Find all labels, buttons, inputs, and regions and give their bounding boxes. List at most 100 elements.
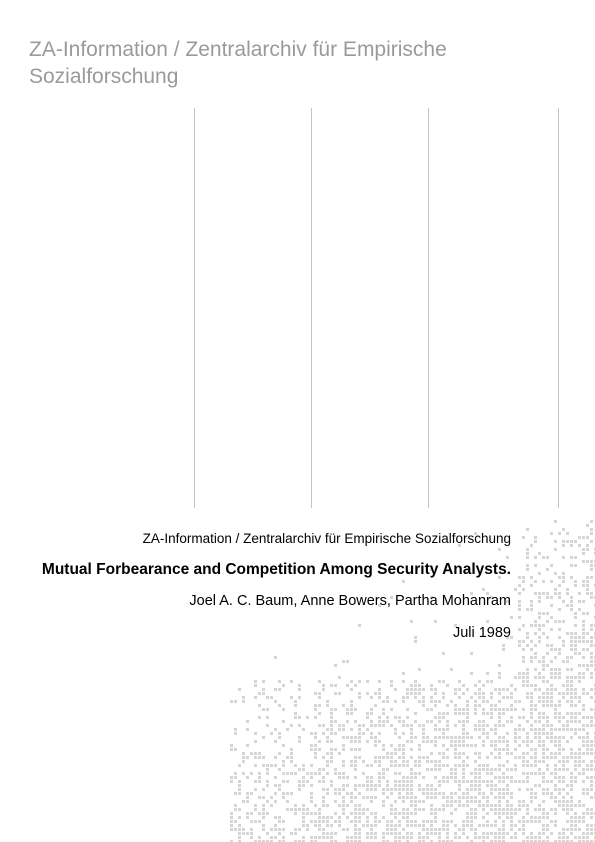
pattern-dot [266,784,269,787]
pattern-dot [570,820,573,823]
pattern-dot [522,536,525,539]
pattern-dot [462,740,465,743]
pattern-dot [462,720,465,723]
pattern-dot [574,688,577,691]
pattern-dot [418,800,421,803]
pattern-dot [554,764,557,767]
pattern-dot [590,540,593,543]
pattern-dot [458,804,461,807]
pattern-dot [358,732,361,735]
pattern-dot [558,592,561,595]
pattern-dot [526,636,529,639]
pattern-dot [590,828,593,831]
pattern-dot [478,788,481,791]
pattern-dot [494,740,497,743]
pattern-dot [326,832,329,835]
pattern-dot [586,724,589,727]
pattern-dot [462,828,465,831]
pattern-dot [378,692,381,695]
pattern-dot [542,808,545,811]
pattern-dot [366,764,369,767]
pattern-dot [242,800,245,803]
pattern-dot [582,632,585,635]
pattern-dot [254,740,257,743]
pattern-dot [542,692,545,695]
pattern-dot [574,644,577,647]
pattern-dot [494,832,497,835]
pattern-dot [334,768,337,771]
pattern-dot [554,548,557,551]
pattern-dot [334,684,337,687]
pattern-dot [262,736,265,739]
pattern-dot [386,832,389,835]
pattern-dot [526,804,529,807]
pattern-dot [510,720,513,723]
pattern-dot [342,724,345,727]
pattern-dot [546,664,549,667]
pattern-dot [434,700,437,703]
pattern-dot [394,700,397,703]
pattern-dot [246,776,249,779]
pattern-dot [538,820,541,823]
pattern-dot [270,764,273,767]
pattern-dot [294,812,297,815]
pattern-dot [382,816,385,819]
pattern-dot [546,824,549,827]
pattern-dot [446,736,449,739]
pattern-dot [522,824,525,827]
pattern-dot [434,716,437,719]
pattern-dot [450,800,453,803]
pattern-dot [310,820,313,823]
pattern-dot [466,792,469,795]
pattern-dot [534,632,537,635]
pattern-dot [370,780,373,783]
pattern-dot [538,628,541,631]
pattern-dot [426,740,429,743]
pattern-dot [482,836,485,839]
publication-date: Juli 1989 [452,625,511,641]
pattern-dot [430,820,433,823]
pattern-dot [426,760,429,763]
pattern-dot [522,752,525,755]
pattern-dot [442,828,445,831]
pattern-dot [494,732,497,735]
pattern-dot [286,756,289,759]
pattern-dot [410,820,413,823]
pattern-dot [398,720,401,723]
pattern-dot [250,832,253,835]
pattern-dot [498,792,501,795]
pattern-dot [526,744,529,747]
pattern-dot [574,580,577,583]
pattern-dot [534,592,537,595]
pattern-dot [458,788,461,791]
pattern-dot [522,820,525,823]
pattern-dot [258,772,261,775]
pattern-dot [346,828,349,831]
pattern-dot [546,748,549,751]
pattern-dot [450,820,453,823]
pattern-dot [534,580,537,583]
pattern-dot [382,720,385,723]
pattern-dot [366,776,369,779]
pattern-dot [370,764,373,767]
pattern-dot [358,792,361,795]
pattern-dot [326,816,329,819]
pattern-dot [442,712,445,715]
pattern-dot [346,816,349,819]
pattern-dot [562,540,565,543]
pattern-dot [574,828,577,831]
pattern-dot [398,744,401,747]
pattern-dot [314,708,317,711]
pattern-dot [586,792,589,795]
pattern-dot [514,588,517,591]
pattern-dot [338,824,341,827]
pattern-dot [530,728,533,731]
pattern-dot [518,800,521,803]
pattern-dot [258,704,261,707]
pattern-dot [302,808,305,811]
pattern-dot [274,792,277,795]
pattern-dot [478,704,481,707]
pattern-dot [462,752,465,755]
pattern-dot [402,812,405,815]
pattern-dot [254,756,257,759]
